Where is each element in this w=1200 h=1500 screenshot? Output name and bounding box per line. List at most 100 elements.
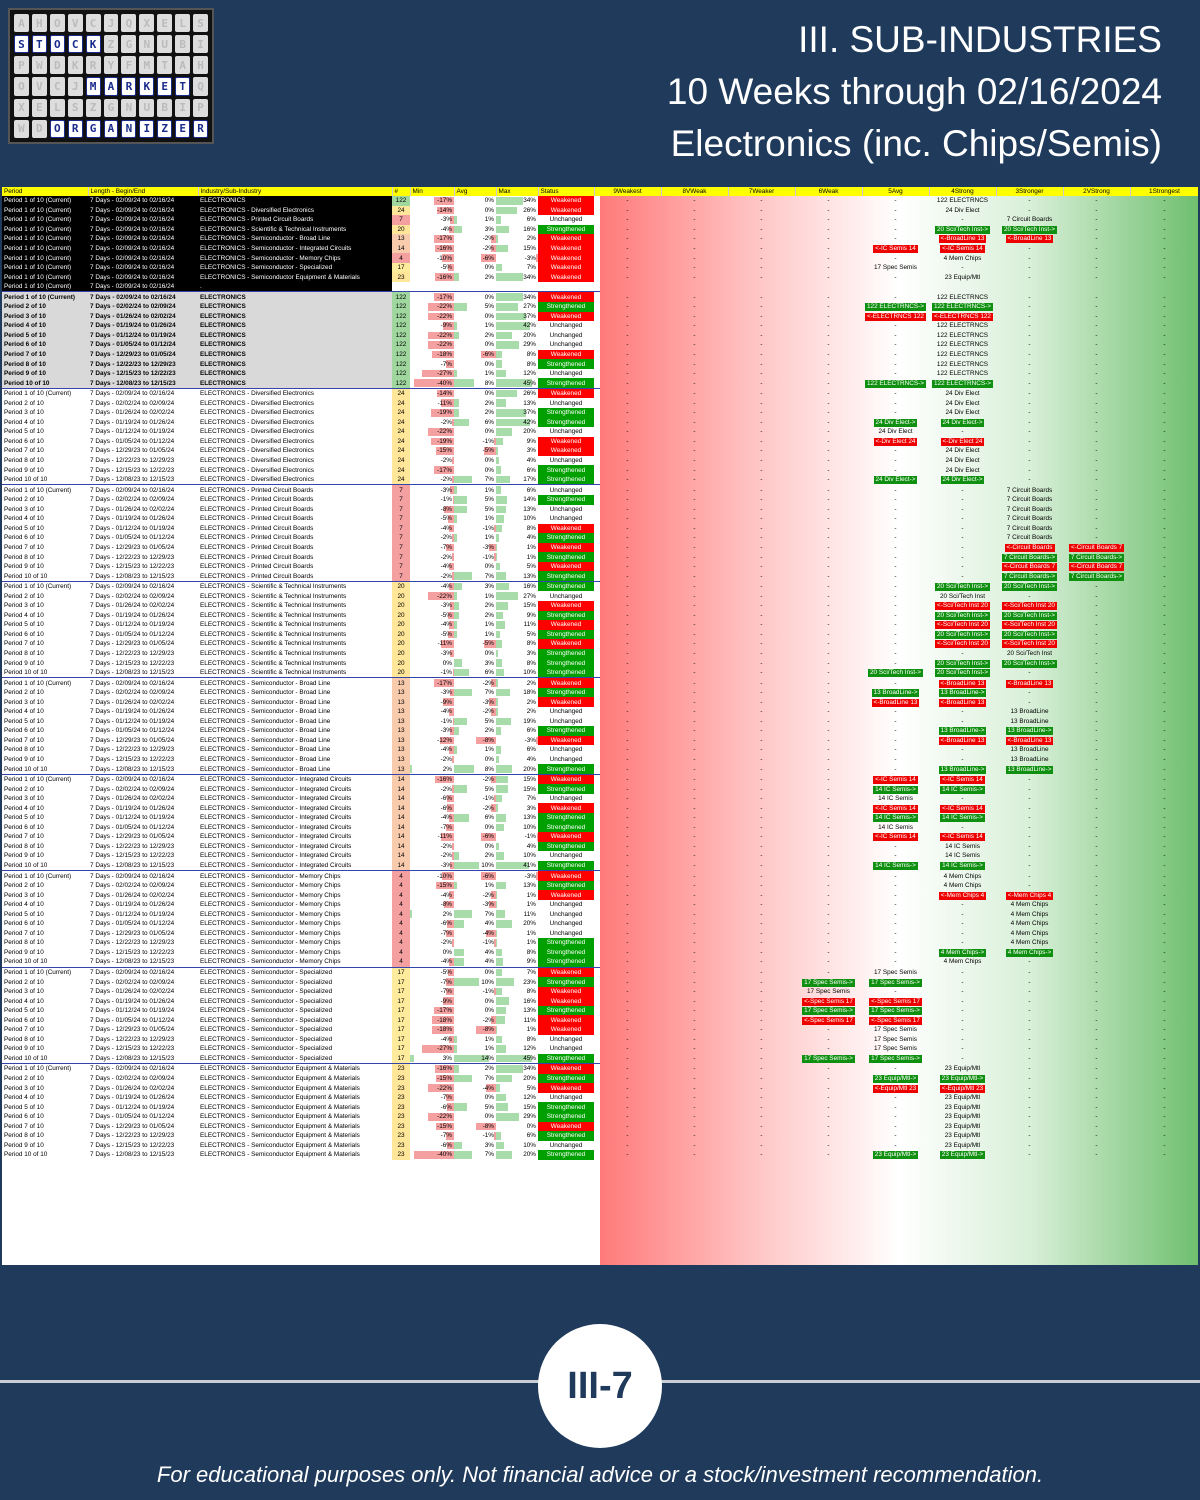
table-row[interactable]: Period 1 of 10 (Current) 7 Days - 02/09/2… bbox=[2, 205, 1198, 216]
table-row[interactable]: Period 8 of 10 7 Days - 12/22/23 to 12/29… bbox=[2, 841, 1198, 852]
table-row[interactable]: Period 8 of 10 7 Days - 12/22/23 to 12/29… bbox=[2, 552, 1198, 562]
table-row[interactable]: Period 5 of 10 7 Days - 01/12/24 to 01/19… bbox=[2, 909, 1198, 920]
table-row[interactable]: Period 4 of 10 7 Days - 01/19/24 to 01/26… bbox=[2, 706, 1198, 717]
table-row[interactable]: Period 2 of 10 7 Days - 02/02/24 to 02/09… bbox=[2, 687, 1198, 698]
table-row[interactable]: Period 9 of 10 7 Days - 12/15/23 to 12/22… bbox=[2, 947, 1198, 958]
table-row[interactable]: Period 1 of 10 (Current) 7 Days - 02/09/2… bbox=[2, 243, 1198, 254]
table-row[interactable]: Period 1 of 10 (Current) 7 Days - 02/09/2… bbox=[2, 484, 1198, 495]
column-header[interactable]: Min bbox=[410, 187, 455, 196]
table-row[interactable]: Period 8 of 10 7 Days - 12/22/23 to 12/29… bbox=[2, 648, 1198, 659]
table-row[interactable]: Period 10 of 10 7 Days - 12/08/23 to 12/1… bbox=[2, 860, 1198, 871]
column-header[interactable]: Max bbox=[496, 187, 539, 196]
table-row[interactable]: Period 9 of 10 7 Days - 12/15/23 to 12/22… bbox=[2, 368, 1198, 379]
column-header[interactable]: 8VWeak bbox=[661, 187, 729, 196]
table-row[interactable]: Period 5 of 10 7 Days - 01/12/24 to 01/19… bbox=[2, 716, 1198, 727]
table-row[interactable]: Period 1 of 10 (Current) 7 Days - 02/09/2… bbox=[2, 262, 1198, 273]
table-row[interactable]: Period 8 of 10 7 Days - 12/22/23 to 12/29… bbox=[2, 745, 1198, 755]
table-row[interactable]: Period 1 of 10 (Current) 7 Days - 02/09/2… bbox=[2, 234, 1198, 244]
table-row[interactable]: Period 3 of 10 7 Days - 01/26/24 to 02/02… bbox=[2, 600, 1198, 611]
table-row[interactable]: Period 10 of 10 7 Days - 12/08/23 to 12/1… bbox=[2, 764, 1198, 775]
table-row[interactable]: Period 8 of 10 7 Days - 12/22/23 to 12/29… bbox=[2, 1131, 1198, 1141]
column-header[interactable]: 4Strong bbox=[929, 187, 997, 196]
column-header[interactable]: 7Weaker bbox=[728, 187, 796, 196]
table-row[interactable]: Period 2 of 10 7 Days - 02/02/24 to 02/09… bbox=[2, 302, 1198, 312]
table-row[interactable]: Period 9 of 10 7 Days - 12/15/23 to 12/22… bbox=[2, 851, 1198, 861]
table-row[interactable]: Period 6 of 10 7 Days - 01/05/24 to 01/12… bbox=[2, 1015, 1198, 1026]
table-row[interactable]: Period 10 of 10 7 Days - 12/08/23 to 12/1… bbox=[2, 1053, 1198, 1064]
column-header[interactable]: 9Weakest bbox=[594, 187, 662, 196]
table-row[interactable]: Period 9 of 10 7 Days - 12/15/23 to 12/22… bbox=[2, 1044, 1198, 1054]
table-row[interactable]: Period 2 of 10 7 Days - 02/02/24 to 02/09… bbox=[2, 784, 1198, 794]
table-row[interactable]: Period 8 of 10 7 Days - 12/22/23 to 12/29… bbox=[2, 938, 1198, 948]
table-row[interactable]: Period 1 of 10 (Current) 7 Days - 02/09/2… bbox=[2, 224, 1198, 235]
table-row[interactable]: Period 6 of 10 7 Days - 01/05/24 to 01/12… bbox=[2, 436, 1198, 447]
table-row[interactable]: Period 5 of 10 7 Days - 01/12/24 to 01/19… bbox=[2, 523, 1198, 534]
table-row[interactable]: Period 1 of 10 (Current) 7 Days - 02/09/2… bbox=[2, 677, 1198, 688]
table-row[interactable]: Period 3 of 10 7 Days - 01/26/24 to 02/02… bbox=[2, 890, 1198, 900]
column-header[interactable]: 6Weak bbox=[795, 187, 863, 196]
table-row[interactable]: Period 1 of 10 (Current) 7 Days - 02/09/2… bbox=[2, 196, 1198, 206]
column-header[interactable]: 5Avg bbox=[862, 187, 930, 196]
table-row[interactable]: Period 10 of 10 7 Days - 12/08/23 to 12/1… bbox=[2, 571, 1198, 582]
table-row[interactable]: Period 10 of 10 7 Days - 12/08/23 to 12/1… bbox=[2, 957, 1198, 968]
table-row[interactable]: Period 7 of 10 7 Days - 12/29/23 to 01/05… bbox=[2, 928, 1198, 939]
table-row[interactable]: Period 1 of 10 (Current) 7 Days - 02/09/2… bbox=[2, 281, 1198, 292]
table-row[interactable]: Period 6 of 10 7 Days - 01/05/24 to 01/12… bbox=[2, 629, 1198, 640]
table-row[interactable]: Period 8 of 10 7 Days - 12/22/23 to 12/29… bbox=[2, 455, 1198, 466]
column-header[interactable]: Length - Begin/End bbox=[88, 187, 199, 196]
table-row[interactable]: Period 4 of 10 7 Days - 01/19/24 to 01/26… bbox=[2, 996, 1198, 1006]
table-row[interactable]: Period 2 of 10 7 Days - 02/02/24 to 02/09… bbox=[2, 591, 1198, 601]
table-row[interactable]: Period 10 of 10 7 Days - 12/08/23 to 12/1… bbox=[2, 378, 1198, 389]
table-row[interactable]: Period 6 of 10 7 Days - 01/05/24 to 01/12… bbox=[2, 726, 1198, 736]
table-row[interactable]: Period 2 of 10 7 Days - 02/02/24 to 02/09… bbox=[2, 494, 1198, 505]
table-row[interactable]: Period 2 of 10 7 Days - 02/02/24 to 02/09… bbox=[2, 977, 1198, 987]
column-header[interactable]: 1Strongest bbox=[1130, 187, 1198, 196]
table-row[interactable]: Period 5 of 10 7 Days - 01/12/24 to 01/19… bbox=[2, 1005, 1198, 1016]
table-row[interactable]: Period 1 of 10 (Current) 7 Days - 02/09/2… bbox=[2, 773, 1198, 785]
table-row[interactable]: Period 4 of 10 7 Days - 01/19/24 to 01/26… bbox=[2, 321, 1198, 331]
table-row[interactable]: Period 4 of 10 7 Days - 01/19/24 to 01/26… bbox=[2, 610, 1198, 621]
table-row[interactable]: Period 9 of 10 7 Days - 12/15/23 to 12/22… bbox=[2, 658, 1198, 668]
table-row[interactable]: Period 10 of 10 7 Days - 12/08/23 to 12/1… bbox=[2, 667, 1198, 678]
table-row[interactable]: Period 9 of 10 7 Days - 12/15/23 to 12/22… bbox=[2, 1140, 1198, 1151]
table-row[interactable]: Period 7 of 10 7 Days - 12/29/23 to 01/05… bbox=[2, 639, 1198, 649]
column-header[interactable]: 2VStrong bbox=[1063, 187, 1131, 196]
table-row[interactable]: Period 4 of 10 7 Days - 01/19/24 to 01/26… bbox=[2, 417, 1198, 428]
table-row[interactable]: Period 1 of 10 (Current) 7 Days - 02/09/2… bbox=[2, 272, 1198, 282]
table-row[interactable]: Period 6 of 10 7 Days - 01/05/24 to 01/12… bbox=[2, 1111, 1198, 1122]
column-header[interactable]: 3Stronger bbox=[996, 187, 1064, 196]
table-row[interactable]: Period 1 of 10 (Current) 7 Days - 02/09/2… bbox=[2, 870, 1198, 881]
table-row[interactable]: Period 10 of 10 7 Days - 12/08/23 to 12/1… bbox=[2, 474, 1198, 485]
column-header[interactable]: Status bbox=[538, 187, 595, 196]
table-row[interactable]: Period 1 of 10 (Current) 7 Days - 02/09/2… bbox=[2, 215, 1198, 225]
table-row[interactable]: Period 8 of 10 7 Days - 12/22/23 to 12/29… bbox=[2, 359, 1198, 369]
table-row[interactable]: Period 7 of 10 7 Days - 12/29/23 to 01/05… bbox=[2, 542, 1198, 553]
table-row[interactable]: Period 9 of 10 7 Days - 12/15/23 to 12/22… bbox=[2, 754, 1198, 765]
table-row[interactable]: Period 3 of 10 7 Days - 01/26/24 to 02/02… bbox=[2, 697, 1198, 707]
table-row[interactable]: Period 5 of 10 7 Days - 01/12/24 to 01/19… bbox=[2, 813, 1198, 823]
table-row[interactable]: Period 9 of 10 7 Days - 12/15/23 to 12/22… bbox=[2, 465, 1198, 475]
table-row[interactable]: Period 7 of 10 7 Days - 12/29/23 to 01/05… bbox=[2, 832, 1198, 842]
table-row[interactable]: Period 3 of 10 7 Days - 01/26/24 to 02/02… bbox=[2, 311, 1198, 322]
table-row[interactable]: Period 2 of 10 7 Days - 02/02/24 to 02/09… bbox=[2, 398, 1198, 409]
table-row[interactable]: Period 3 of 10 7 Days - 01/26/24 to 02/02… bbox=[2, 793, 1198, 804]
table-row[interactable]: Period 1 of 10 (Current) 7 Days - 02/09/2… bbox=[2, 387, 1198, 399]
table-row[interactable]: Period 3 of 10 7 Days - 01/26/24 to 02/02… bbox=[2, 408, 1198, 418]
table-row[interactable]: Period 5 of 10 7 Days - 01/12/24 to 01/19… bbox=[2, 620, 1198, 630]
table-row[interactable]: Period 3 of 10 7 Days - 01/26/24 to 02/02… bbox=[2, 986, 1198, 997]
table-row[interactable]: Period 7 of 10 7 Days - 12/29/23 to 01/05… bbox=[2, 1025, 1198, 1035]
column-header[interactable]: Industry/Sub-Industry bbox=[198, 187, 393, 196]
table-row[interactable]: Period 5 of 10 7 Days - 01/12/24 to 01/19… bbox=[2, 330, 1198, 341]
table-row[interactable]: Period 1 of 10 (Current) 7 Days - 02/09/2… bbox=[2, 1063, 1198, 1074]
table-row[interactable]: Period 4 of 10 7 Days - 01/19/24 to 01/26… bbox=[2, 899, 1198, 910]
table-row[interactable]: Period 4 of 10 7 Days - 01/19/24 to 01/26… bbox=[2, 514, 1198, 524]
table-row[interactable]: Period 1 of 10 (Current) 7 Days - 02/09/2… bbox=[2, 253, 1198, 263]
table-row[interactable]: Period 1 of 10 (Current) 7 Days - 02/09/2… bbox=[2, 966, 1198, 978]
table-row[interactable]: Period 5 of 10 7 Days - 01/12/24 to 01/19… bbox=[2, 427, 1198, 437]
column-header[interactable]: # bbox=[392, 187, 411, 196]
table-row[interactable]: Period 2 of 10 7 Days - 02/02/24 to 02/09… bbox=[2, 880, 1198, 891]
table-row[interactable]: Period 4 of 10 7 Days - 01/19/24 to 01/26… bbox=[2, 803, 1198, 813]
table-row[interactable]: Period 10 of 10 7 Days - 12/08/23 to 12/1… bbox=[2, 1150, 1198, 1160]
table-row[interactable]: Period 6 of 10 7 Days - 01/05/24 to 01/12… bbox=[2, 822, 1198, 833]
table-row[interactable]: Period 7 of 10 7 Days - 12/29/23 to 01/05… bbox=[2, 735, 1198, 746]
